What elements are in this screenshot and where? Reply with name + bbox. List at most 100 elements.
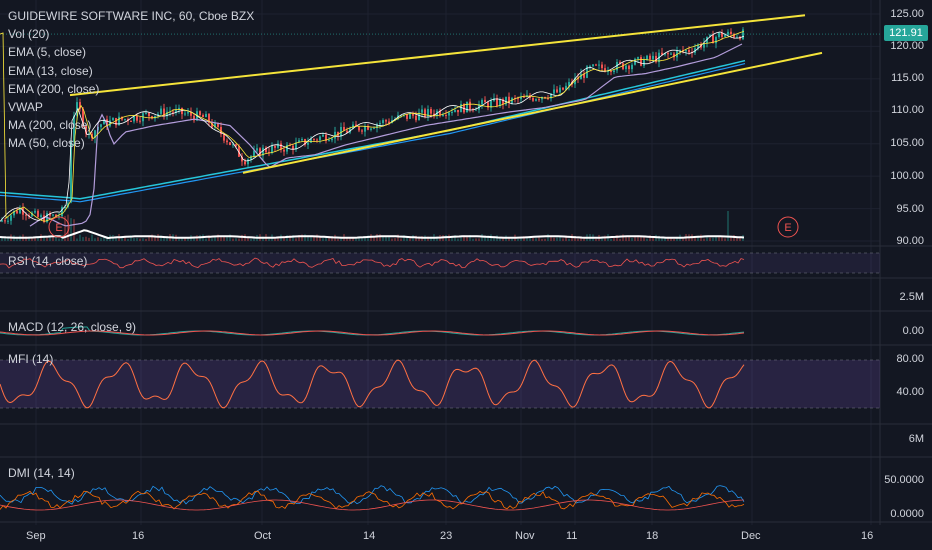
volume-bar — [289, 235, 291, 241]
volume-bar — [211, 238, 213, 241]
volume-bar — [205, 238, 207, 241]
volume-bar — [70, 218, 72, 241]
indicator-label-ema13: EMA (13, close) — [8, 64, 93, 78]
volume-bar — [187, 238, 189, 241]
candle-body — [49, 213, 51, 216]
indicator-label-ema200: EMA (200, close) — [8, 82, 100, 96]
candle-body — [340, 126, 342, 137]
candle-body — [490, 100, 492, 108]
candle-body — [655, 55, 657, 63]
candle-body — [607, 70, 609, 72]
candle-body — [469, 101, 471, 110]
volume-bar — [379, 234, 381, 241]
volume-bar — [541, 238, 543, 241]
dmi-minus-line — [0, 490, 745, 510]
candle-body — [226, 140, 228, 143]
candle-body — [166, 111, 168, 117]
mfi-label: MFI (14) — [8, 352, 54, 366]
volume-bar — [646, 238, 648, 241]
adx-line — [0, 499, 745, 511]
candle-body — [601, 64, 603, 69]
macd-axis-tick: 0.00 — [902, 325, 924, 337]
volume-bar — [148, 235, 150, 241]
volume-bar — [325, 236, 327, 241]
volume-bar — [703, 238, 705, 241]
volume-bar — [226, 236, 228, 241]
candle-body — [370, 128, 372, 130]
candle-body — [439, 110, 441, 116]
rsi-label: RSI (14, close) — [8, 254, 88, 268]
candle-body — [583, 73, 585, 78]
candle-body — [544, 96, 546, 99]
volume-bar — [724, 238, 726, 241]
volume-bar — [667, 236, 669, 241]
indicator-label-ema5: EMA (5, close) — [8, 45, 87, 59]
candle-body — [1, 220, 3, 222]
candle-body — [100, 124, 102, 127]
ema200-line — [0, 59, 746, 200]
candle-body — [253, 150, 255, 157]
dmi-axis-tick: 0.0000 — [890, 508, 924, 520]
volume-bar — [532, 238, 534, 241]
volume-bar — [310, 237, 312, 241]
volume-bar — [712, 237, 714, 241]
volume-bar — [451, 236, 453, 241]
candle-body — [238, 146, 240, 157]
volume-bar — [358, 236, 360, 241]
candle-body — [118, 116, 120, 126]
candle-body — [322, 134, 324, 137]
volume-bar — [385, 235, 387, 241]
candle-body — [250, 156, 252, 160]
volume-bar — [460, 237, 462, 241]
earnings-marker-label: E — [784, 222, 791, 234]
candle-body — [568, 82, 570, 86]
candle-body — [730, 31, 732, 35]
candle-body — [193, 115, 195, 121]
volume-bar — [694, 236, 696, 241]
volume-bar — [616, 235, 618, 241]
candle-body — [121, 116, 123, 120]
volume-bar — [295, 238, 297, 241]
candle-body — [157, 113, 159, 116]
candle-body — [175, 109, 177, 113]
candle-body — [628, 65, 630, 70]
volume-bar — [631, 238, 633, 241]
candle-body — [292, 145, 294, 150]
volume-bar — [493, 236, 495, 241]
volume-bar — [151, 234, 153, 241]
rsi-band — [0, 253, 880, 273]
candle-body — [589, 66, 591, 68]
volume-bar — [298, 235, 300, 241]
candle-body — [670, 53, 672, 55]
x-tick: 14 — [363, 530, 376, 542]
indicator-label-vwap: VWAP — [8, 100, 43, 114]
volume-bar — [277, 236, 279, 241]
volume-bar — [673, 238, 675, 241]
volume-bar — [568, 238, 570, 241]
candle-body — [532, 97, 534, 101]
y-tick: 100.00 — [890, 170, 924, 182]
volume-bar — [475, 238, 477, 241]
indicator-label-ma200: MA (200, close) — [8, 118, 92, 132]
volume-bar — [46, 237, 48, 241]
volume-bar — [733, 234, 735, 241]
x-tick: Nov — [515, 530, 535, 542]
volume-bar — [739, 236, 741, 241]
volume-bar — [676, 236, 678, 241]
volume-bar — [160, 235, 162, 241]
volume-bar — [625, 236, 627, 241]
candle-body — [4, 220, 6, 222]
candle-body — [256, 148, 258, 151]
candle-body — [373, 128, 375, 130]
volume-bar — [595, 238, 597, 241]
candle-body — [475, 109, 477, 111]
mfi-line — [0, 359, 745, 409]
candle-body — [115, 118, 117, 126]
volume-bar — [628, 236, 630, 241]
volume-bar — [88, 237, 90, 241]
volume-ma-line — [0, 229, 745, 240]
volume-bar — [550, 237, 552, 241]
candle-body — [85, 125, 87, 134]
candle-body — [229, 142, 231, 145]
